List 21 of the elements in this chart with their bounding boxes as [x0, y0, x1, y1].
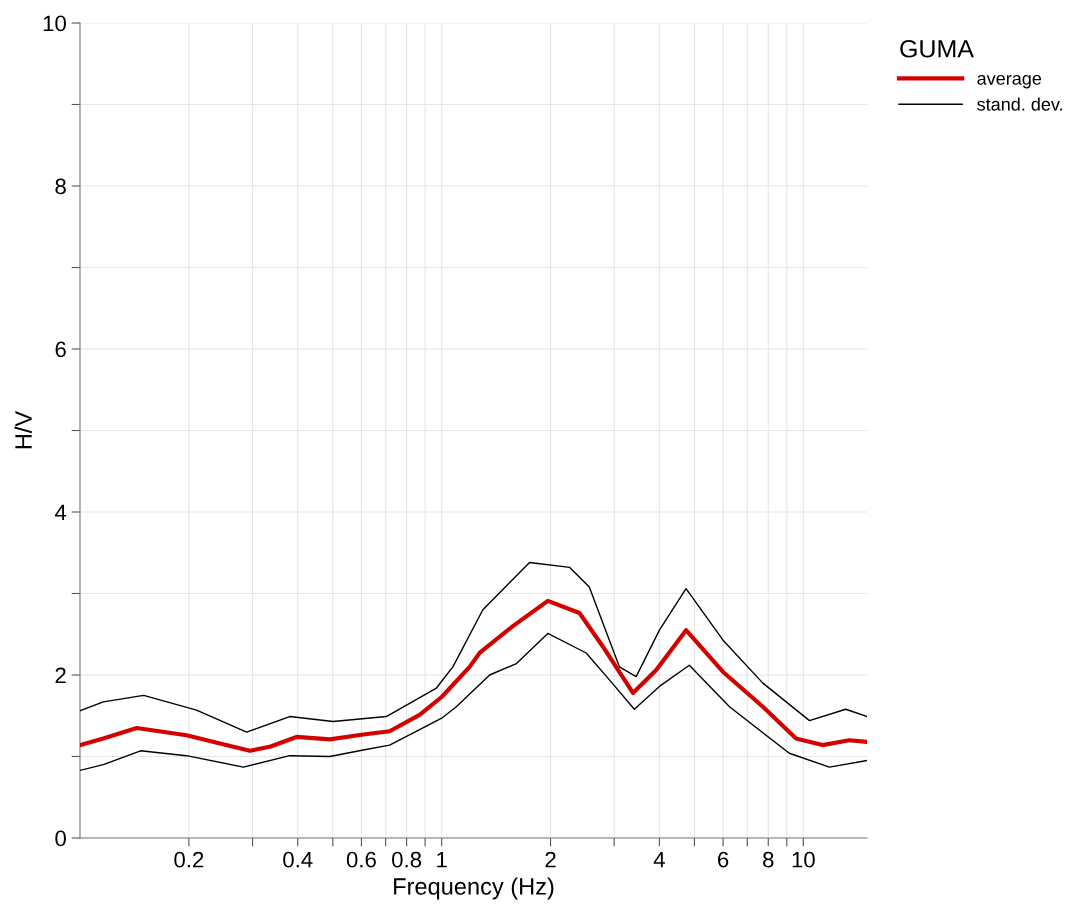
y-tick-label: 6 [55, 341, 66, 358]
y-tick-label: 4 [54, 504, 67, 521]
x-tick-label: 0.4 [283, 851, 313, 868]
y-tick-label: 2 [55, 667, 66, 684]
x-tick-label: 1 [437, 852, 447, 868]
x-tick-label: 2 [545, 851, 556, 868]
legend-label: stand. dev. [977, 97, 1062, 111]
x-tick-label: 0.8 [392, 851, 422, 868]
x-tick-label: 6 [718, 851, 729, 868]
x-axis-title: Frequency (Hz) [394, 877, 554, 900]
x-tick-label: 0.6 [346, 851, 376, 868]
y-tick-label: 10 [43, 15, 66, 32]
x-tick-label: 10 [792, 851, 815, 868]
x-tick-label: 0.2 [174, 851, 204, 868]
x-tick-label: 8 [763, 851, 774, 868]
y-tick-label: 0 [55, 830, 66, 847]
x-tick-label: 4 [653, 852, 665, 868]
y-axis-title: H/V [14, 410, 32, 449]
legend-title: GUMA [900, 39, 974, 58]
y-tick-label: 8 [55, 178, 66, 195]
legend-label: average [977, 74, 1042, 89]
